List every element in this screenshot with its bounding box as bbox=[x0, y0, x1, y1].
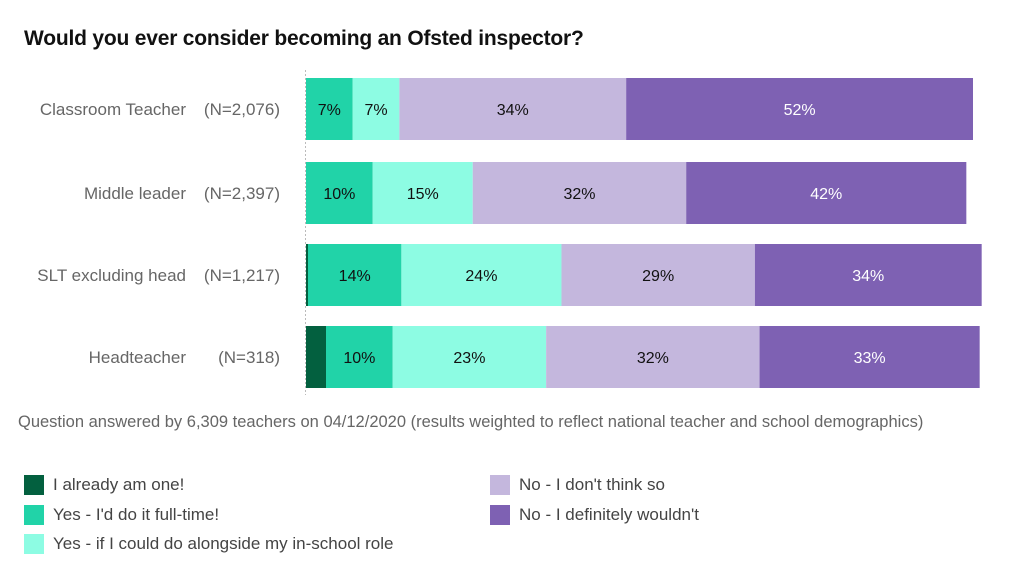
bar-segment-no-i-definitely-wouldn-t bbox=[686, 162, 967, 224]
category-n-label: (N=318) bbox=[218, 348, 280, 367]
legend-label: Yes - if I could do alongside my in-scho… bbox=[53, 534, 394, 553]
legend-swatch bbox=[490, 505, 510, 525]
data-label: 10% bbox=[323, 186, 355, 203]
category-label-middle-leader: Middle leader bbox=[84, 184, 186, 203]
data-label: 24% bbox=[465, 268, 497, 285]
bar-segment-no-i-don-t-think-so bbox=[472, 162, 687, 224]
data-label: 34% bbox=[497, 102, 529, 119]
legend-item-no-definitely: No - I definitely wouldn't bbox=[490, 505, 699, 525]
legend-label: Yes - I'd do it full-time! bbox=[53, 505, 220, 524]
bar-segment-no-i-don-t-think-so bbox=[399, 78, 627, 140]
category-label-headteacher: Headteacher bbox=[89, 348, 187, 367]
bar-segment-yes-if-i-could-do-alongside-my-in-school-role bbox=[352, 78, 400, 140]
footnote: Question answered by 6,309 teachers on 0… bbox=[18, 413, 924, 431]
legend-swatch bbox=[24, 534, 44, 554]
data-label: 23% bbox=[453, 350, 485, 367]
data-label: 42% bbox=[810, 186, 842, 203]
category-n-label: (N=2,397) bbox=[204, 184, 280, 203]
bar-segment-yes-i-d-do-it-full-time bbox=[306, 78, 353, 140]
bar-segment-no-i-definitely-wouldn-t bbox=[759, 326, 980, 388]
bar-segment-yes-if-i-could-do-alongside-my-in-school-role bbox=[401, 244, 562, 306]
stacked-bar-chart: (N=2,076) Classroom Teacher (N=2,397) Middl… bbox=[37, 70, 982, 395]
bar-segment-i-already-am-one bbox=[306, 244, 309, 306]
data-label: 34% bbox=[852, 268, 884, 285]
legend-swatch bbox=[24, 475, 44, 495]
data-label: 32% bbox=[563, 186, 595, 203]
category-label-classroom-teacher: Classroom Teacher bbox=[40, 100, 186, 119]
data-label: 29% bbox=[642, 268, 674, 285]
bar-segment-yes-i-d-do-it-full-time bbox=[306, 162, 373, 224]
legend-item-no-dont-think: No - I don't think so bbox=[490, 475, 665, 495]
bar-segment-no-i-definitely-wouldn-t bbox=[626, 78, 973, 140]
bar-segment-no-i-don-t-think-so bbox=[561, 244, 755, 306]
legend-swatch bbox=[24, 505, 44, 525]
bar-segment-yes-if-i-could-do-alongside-my-in-school-role bbox=[392, 326, 547, 388]
chart-title: Would you ever consider becoming an Ofst… bbox=[24, 27, 584, 50]
bar-segment-yes-i-d-do-it-full-time bbox=[308, 244, 402, 306]
legend-item-yes-full-time: Yes - I'd do it full-time! bbox=[24, 505, 219, 525]
legend-label: No - I definitely wouldn't bbox=[519, 505, 699, 524]
bar-segment-yes-if-i-could-do-alongside-my-in-school-role bbox=[372, 162, 473, 224]
legend-item-yes-alongside: Yes - if I could do alongside my in-scho… bbox=[24, 534, 394, 554]
category-n-label: (N=2,076) bbox=[204, 100, 280, 119]
data-label: 7% bbox=[364, 102, 387, 119]
data-label: 7% bbox=[318, 102, 341, 119]
bar-segment-yes-i-d-do-it-full-time bbox=[326, 326, 393, 388]
legend-item-already-inspector: I already am one! bbox=[24, 475, 184, 495]
legend-label: No - I don't think so bbox=[519, 475, 665, 494]
bar-segment-i-already-am-one bbox=[306, 326, 327, 388]
bar-segment-no-i-don-t-think-so bbox=[546, 326, 760, 388]
category-label-slt-excluding-head: SLT excluding head bbox=[37, 266, 186, 285]
data-label: 15% bbox=[407, 186, 439, 203]
data-label: 52% bbox=[784, 102, 816, 119]
legend-label: I already am one! bbox=[53, 475, 185, 494]
data-label: 10% bbox=[343, 350, 375, 367]
bar-segment-no-i-definitely-wouldn-t bbox=[754, 244, 982, 306]
category-n-label: (N=1,217) bbox=[204, 266, 280, 285]
data-label: 14% bbox=[339, 268, 371, 285]
bars: 7% 7% 34% 52% 10% 15% 32% 42% 14% 24% 29% 34% 10% 23%… bbox=[306, 78, 982, 388]
category-labels: (N=2,076) Classroom Teacher (N=2,397) Middl… bbox=[37, 100, 280, 367]
data-label: 32% bbox=[637, 350, 669, 367]
legend-swatch bbox=[490, 475, 510, 495]
data-label: 33% bbox=[854, 350, 886, 367]
